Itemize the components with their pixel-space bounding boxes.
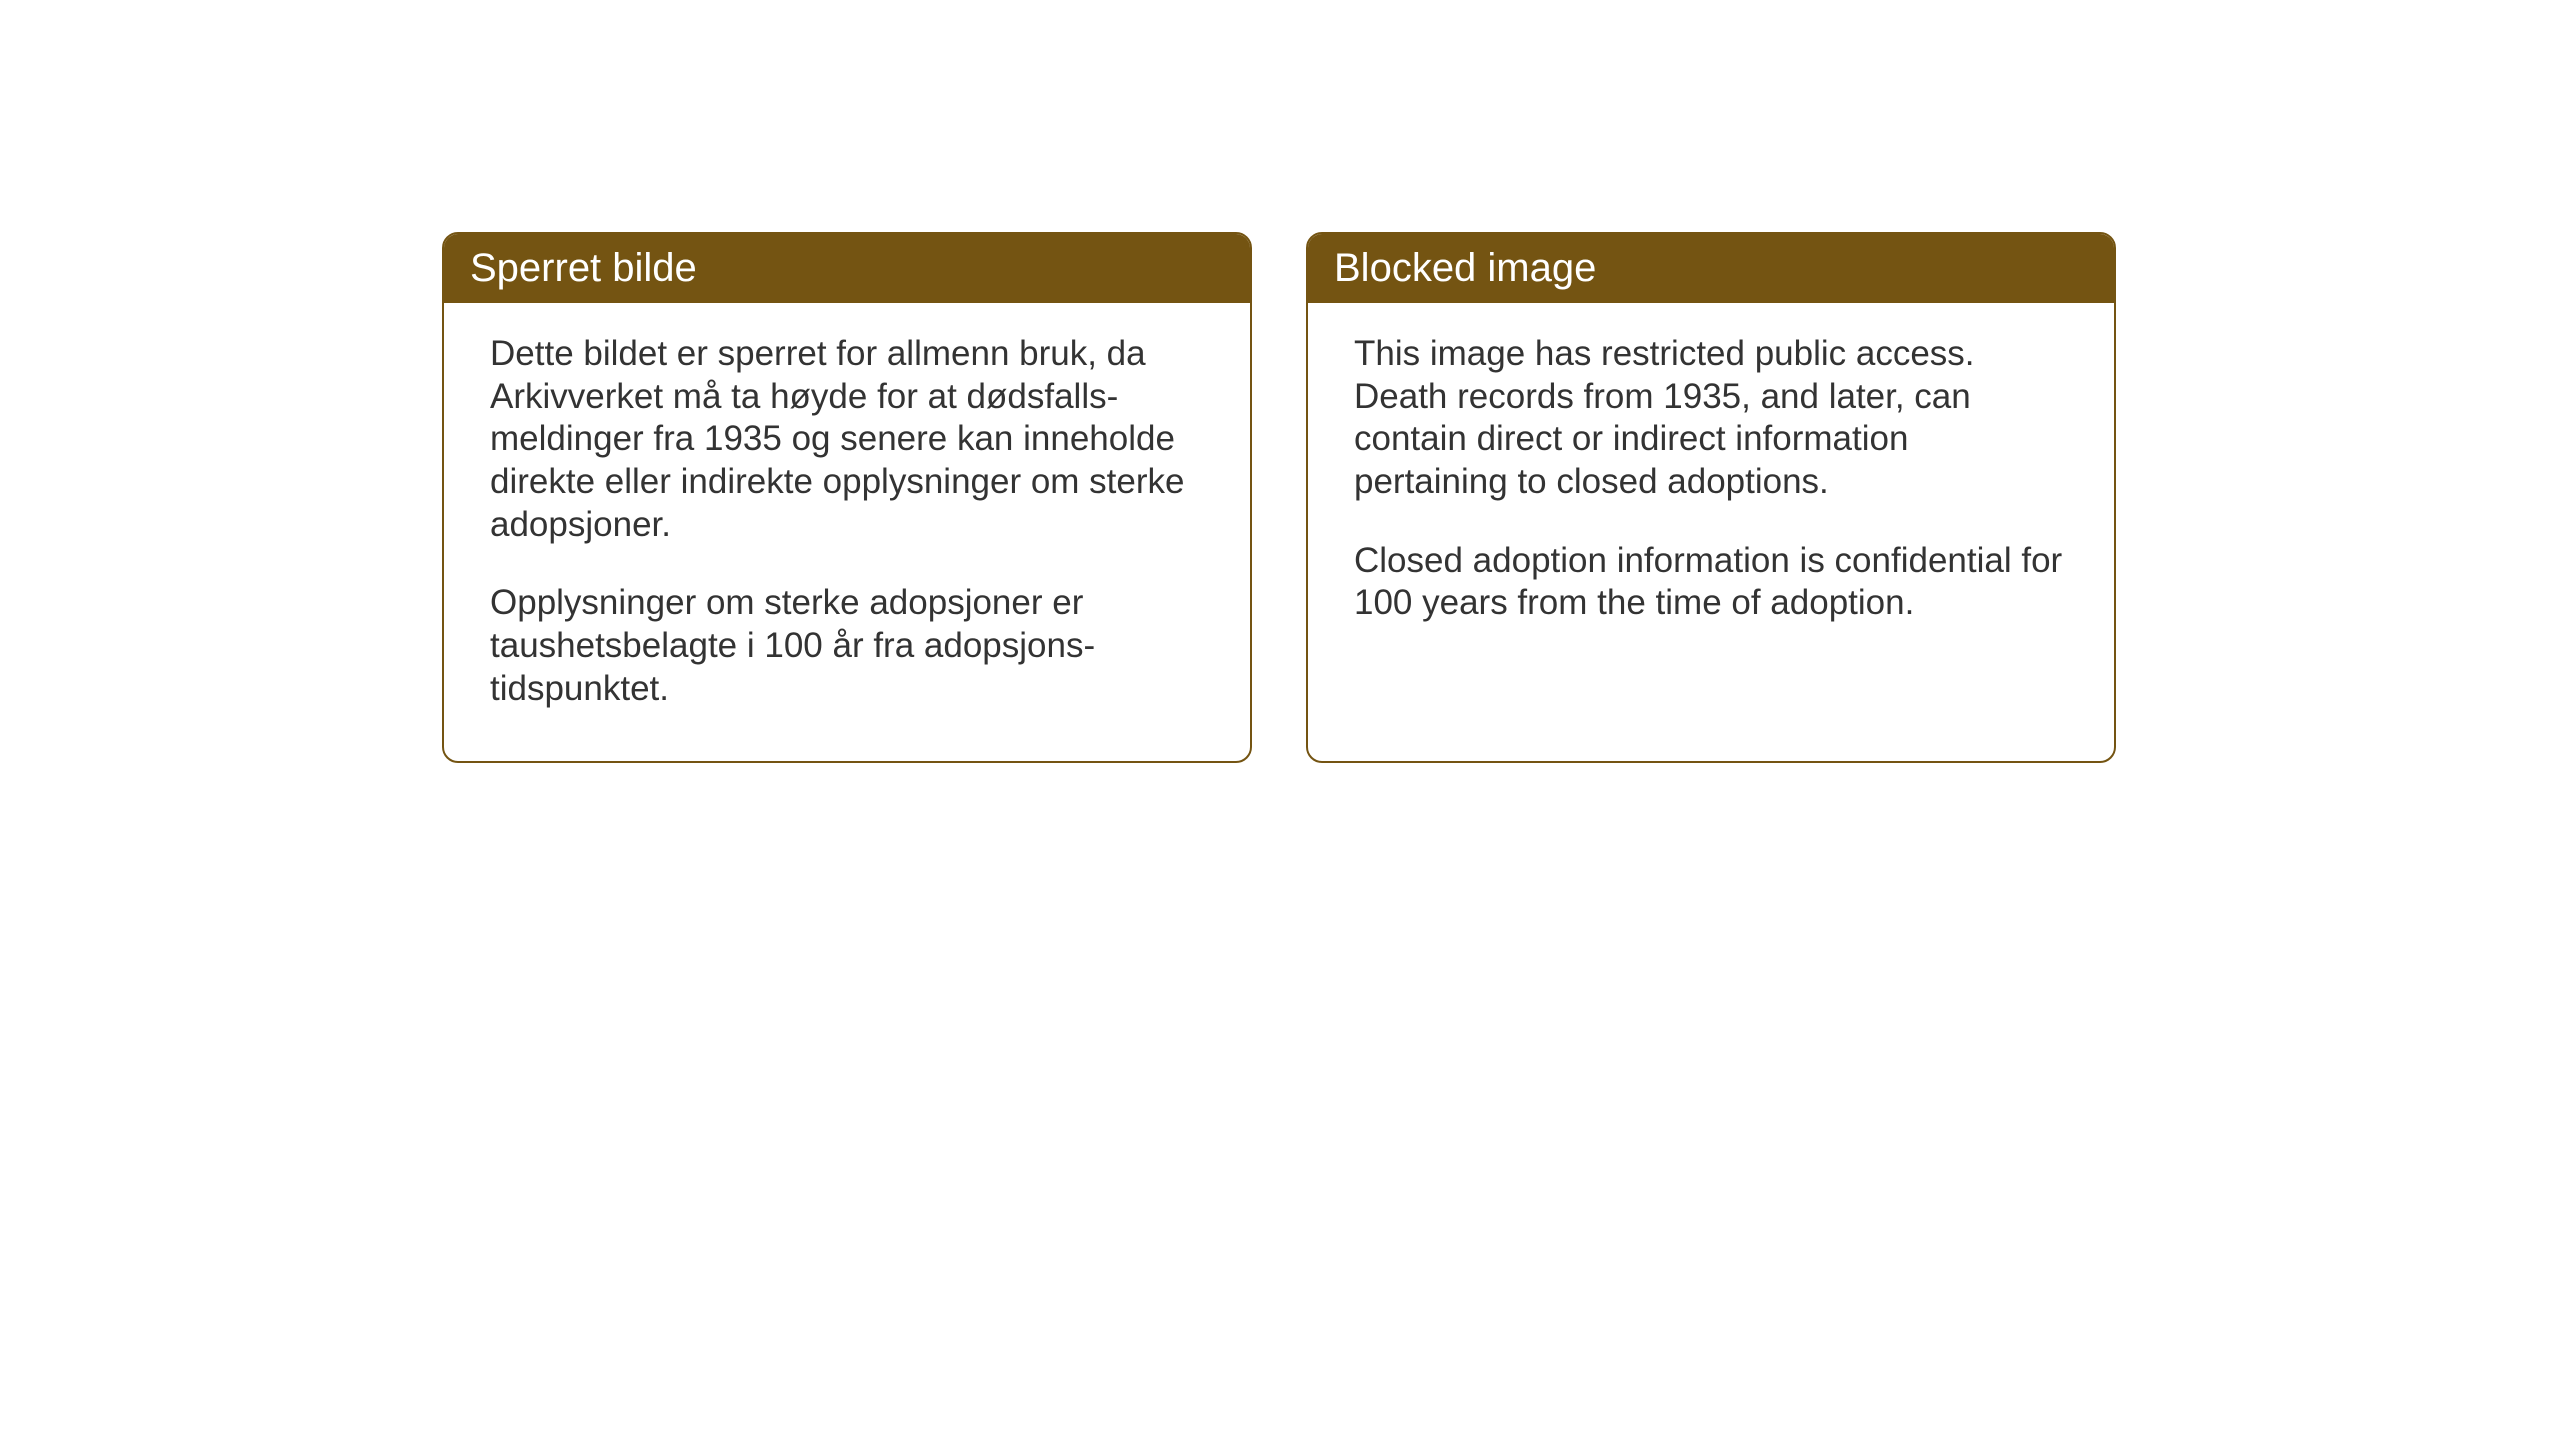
norwegian-card-title: Sperret bilde — [470, 246, 697, 290]
norwegian-card-body: Dette bildet er sperret for allmenn bruk… — [444, 303, 1250, 761]
norwegian-paragraph-1: Dette bildet er sperret for allmenn bruk… — [490, 333, 1204, 546]
english-paragraph-1: This image has restricted public access.… — [1354, 333, 2068, 504]
norwegian-card-header: Sperret bilde — [444, 234, 1250, 303]
english-paragraph-2: Closed adoption information is confident… — [1354, 540, 2068, 625]
english-card-title: Blocked image — [1334, 246, 1596, 290]
english-card-header: Blocked image — [1308, 234, 2114, 303]
notice-container: Sperret bilde Dette bildet er sperret fo… — [442, 232, 2116, 763]
norwegian-card: Sperret bilde Dette bildet er sperret fo… — [442, 232, 1252, 763]
english-card: Blocked image This image has restricted … — [1306, 232, 2116, 763]
english-card-body: This image has restricted public access.… — [1308, 303, 2114, 675]
norwegian-paragraph-2: Opplysninger om sterke adopsjoner er tau… — [490, 582, 1204, 710]
